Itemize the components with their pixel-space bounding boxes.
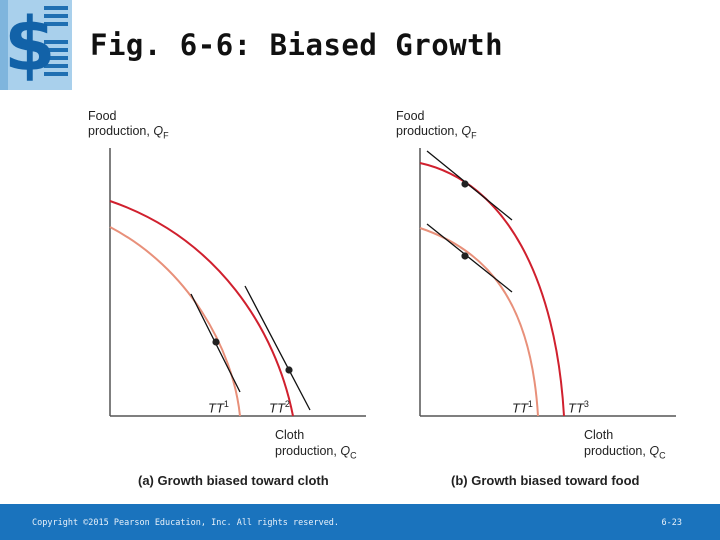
curve-tt3 [419, 162, 565, 417]
ppf-chart-b [419, 148, 676, 417]
tangent-line-tt2 [244, 285, 311, 411]
y-axis-label: Food production, QF [396, 109, 477, 141]
curve-label-tt1: TT1 [208, 399, 229, 416]
production-point-tt1 [461, 252, 469, 260]
tangent-line-tt1 [426, 223, 513, 293]
curve-label-tt1: TT1 [512, 399, 533, 416]
copyright-notice: Copyright ©2015 Pearson Education, Inc. … [32, 518, 340, 528]
footer-bar: Copyright ©2015 Pearson Education, Inc. … [0, 504, 720, 540]
x-axis-label: Cloth production, QC [275, 428, 357, 461]
panel-growth-biased-toward-cloth: Food production, QF TT1 TT2 Cloth produc… [88, 100, 378, 495]
production-point-tt1 [212, 338, 220, 346]
curve-tt1 [419, 227, 539, 417]
panel-caption: (b) Growth biased toward food [451, 473, 640, 488]
curve-tt1 [109, 226, 241, 417]
ppf-chart-a [109, 148, 366, 417]
x-axis-label: Cloth production, QC [584, 428, 666, 461]
panel-growth-biased-toward-food: Food production, QF TT1 TT3 Cloth produc… [396, 100, 696, 495]
curve-label-tt2: TT2 [269, 399, 290, 416]
page-title: Fig. 6-6: Biased Growth [90, 28, 504, 62]
tangent-line-tt3 [426, 150, 513, 221]
dollar-sign-icon: $ [0, 0, 72, 90]
page-number: 6-23 [661, 518, 682, 528]
svg-text:$: $ [4, 2, 56, 88]
panel-caption: (a) Growth biased toward cloth [138, 473, 329, 488]
production-point-tt2 [285, 366, 293, 374]
y-axis-label: Food production, QF [88, 109, 169, 141]
curve-tt2 [109, 200, 294, 417]
curve-label-tt3: TT3 [568, 399, 589, 416]
production-point-tt3 [461, 180, 469, 188]
